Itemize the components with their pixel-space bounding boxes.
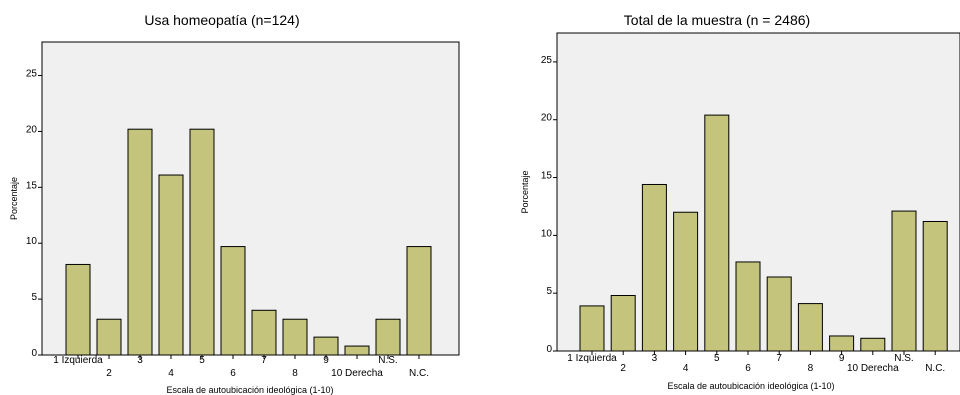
y-tick-label: 25	[541, 55, 553, 66]
y-axis-label: Porcentaje	[520, 170, 530, 213]
x-tick-label: 9	[323, 355, 329, 366]
x-tick-label: 1 Izquierda	[567, 353, 617, 364]
bar-7	[251, 309, 277, 356]
bar-8	[282, 318, 308, 356]
x-tick-label: 1 Izquierda	[53, 355, 103, 366]
y-tick-label: 25	[26, 69, 38, 80]
y-tick-label: 10	[26, 236, 38, 247]
bar-10	[344, 345, 370, 356]
chart-title: Usa homeopatía (n=124)	[144, 12, 299, 28]
bar-6	[735, 261, 761, 352]
y-tick-label: 20	[541, 113, 553, 124]
x-tick-label: 7	[261, 355, 267, 366]
x-tick-label: 5	[199, 355, 205, 366]
chart-title: Total de la muestra (n = 2486)	[624, 12, 810, 28]
y-tick-label: 0	[546, 344, 552, 355]
chart-panel-1: Usa homeopatía (n=124)0510152025Porcenta…	[9, 12, 460, 395]
bar-12	[406, 246, 432, 356]
bar-11	[375, 318, 401, 356]
bar-12	[922, 220, 948, 352]
x-tick-label: N.C.	[409, 368, 429, 379]
bar-5	[704, 114, 730, 352]
y-tick-label: 0	[31, 348, 37, 359]
bar-8	[797, 303, 823, 352]
bar-9	[313, 336, 339, 356]
bar-4	[158, 174, 184, 356]
x-tick-label: N.S.	[894, 353, 913, 364]
x-tick-label: 8	[292, 368, 298, 379]
bar-11	[891, 210, 917, 352]
bar-1	[579, 305, 605, 352]
x-tick-label: 2	[620, 363, 626, 374]
y-tick-label: 20	[26, 124, 38, 135]
x-tick-label: 9	[839, 353, 845, 364]
bar-6	[220, 246, 246, 356]
x-axis-label: Escala de autoubicación ideológica (1-10…	[166, 385, 333, 395]
x-tick-label: 7	[776, 353, 782, 364]
x-tick-label: 10 Derecha	[847, 363, 899, 374]
y-tick-label: 15	[26, 180, 38, 191]
y-tick-label: 5	[31, 292, 37, 303]
x-tick-label: 6	[230, 368, 236, 379]
y-axis-label: Porcentaje	[9, 177, 19, 220]
x-tick-label: 2	[106, 368, 112, 379]
x-tick-label: 6	[745, 363, 751, 374]
x-tick-label: 4	[683, 363, 689, 374]
bar-9	[829, 335, 855, 352]
bar-3	[127, 128, 153, 356]
y-tick-label: 5	[546, 286, 552, 297]
bar-1	[65, 263, 91, 356]
bar-4	[673, 211, 699, 352]
plot-area	[41, 41, 460, 356]
x-tick-label: 4	[168, 368, 174, 379]
bar-5	[189, 128, 215, 356]
x-tick-label: N.C.	[925, 363, 945, 374]
bar-10	[860, 337, 886, 352]
y-tick-label: 10	[541, 228, 553, 239]
x-tick-label: 5	[714, 353, 720, 364]
x-tick-label: N.S.	[378, 355, 397, 366]
x-tick-label: 10 Derecha	[331, 368, 383, 379]
x-tick-label: 8	[808, 363, 814, 374]
x-tick-label: 3	[137, 355, 143, 366]
x-axis-label: Escala de autoubicación ideológica (1-10…	[667, 381, 834, 391]
bar-2	[96, 318, 122, 356]
bar-2	[610, 294, 636, 352]
chart-panel-2: Total de la muestra (n = 2486)0510152025…	[520, 12, 960, 391]
bar-7	[766, 276, 792, 352]
x-tick-label: 3	[652, 353, 658, 364]
bar-3	[641, 183, 667, 352]
y-tick-label: 15	[541, 171, 553, 182]
